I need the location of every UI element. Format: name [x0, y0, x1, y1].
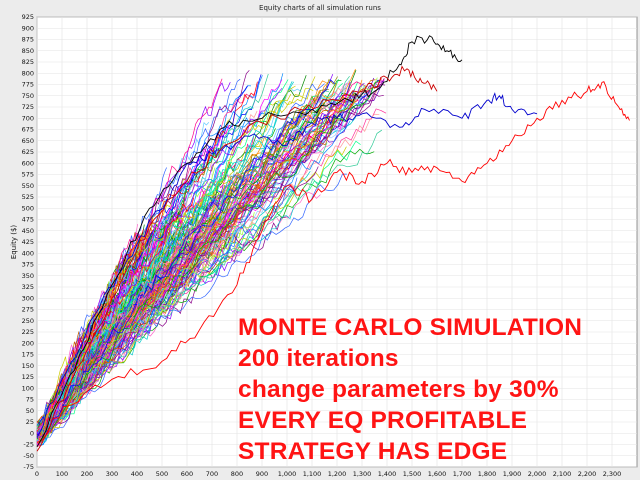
highlight-run-line	[36, 92, 538, 439]
y-tick-label: 900	[22, 24, 34, 32]
y-tick-label: 425	[22, 238, 34, 246]
highlight-run-line	[36, 35, 463, 448]
simulation-run-line	[36, 185, 224, 438]
y-tick-label: -75	[23, 463, 34, 471]
x-tick-label: 2,200	[578, 470, 597, 478]
y-tick-label: 650	[22, 137, 34, 145]
y-tick-label: 200	[22, 339, 34, 347]
x-tick-label: 800	[231, 470, 243, 478]
tick-labels: -75 -50 -25 0 25 50 75 100 125 150 175 200 225 250 275…	[22, 13, 622, 478]
x-tick-label: 500	[156, 470, 168, 478]
x-tick-label: 1,000	[278, 470, 297, 478]
x-tick-label: 1,200	[328, 470, 347, 478]
y-axis-label: Equity ($)	[10, 225, 18, 260]
y-tick-label: 25	[26, 418, 34, 426]
y-tick-label: 825	[22, 58, 34, 66]
y-tick-label: -50	[23, 452, 34, 460]
x-tick-label: 400	[131, 470, 143, 478]
y-tick-label: 575	[22, 171, 34, 179]
x-tick-label: 1,600	[428, 470, 447, 478]
y-tick-label: 550	[22, 182, 34, 190]
annotation-line-3: change parameters by 30%	[238, 376, 559, 403]
x-tick-label: 900	[256, 470, 268, 478]
annotation-line-1: MONTE CARLO SIMULATION	[238, 314, 583, 341]
y-tick-label: 250	[22, 317, 34, 325]
simulation-run-line	[36, 222, 256, 436]
annotation-block: MONTE CARLO SIMULATION 200 iterations ch…	[238, 312, 582, 467]
y-tick-label: 600	[22, 159, 34, 167]
simulation-run-line	[36, 100, 321, 441]
simulation-run-line	[36, 83, 325, 435]
x-tick-label: 700	[206, 470, 218, 478]
highlight-runs	[36, 35, 630, 452]
simulation-run-line	[36, 129, 383, 436]
simulation-run-line	[36, 79, 336, 436]
x-tick-label: 1,700	[453, 470, 472, 478]
x-tick-label: 1,900	[503, 470, 522, 478]
y-tick-label: 375	[22, 261, 34, 269]
x-tick-label: 600	[181, 470, 193, 478]
y-tick-label: 775	[22, 81, 34, 89]
y-tick-label: 750	[22, 92, 34, 100]
x-tick-label: 1,100	[303, 470, 322, 478]
simulation-run-line	[36, 82, 365, 435]
highlight-run-line	[36, 81, 630, 443]
y-tick-label: 500	[22, 204, 34, 212]
y-tick-label: 875	[22, 36, 34, 44]
x-tick-label: 2,000	[528, 470, 547, 478]
annotation-line-2: 200 iterations	[238, 345, 399, 372]
y-tick-label: 300	[22, 294, 34, 302]
simulation-run-line	[36, 79, 363, 445]
y-tick-label: 0	[30, 429, 34, 437]
simulation-run-line	[36, 82, 231, 445]
simulation-run-line	[36, 80, 380, 442]
y-tick-label: 925	[22, 13, 34, 21]
y-tick-label: 450	[22, 227, 34, 235]
annotation-line-4: EVERY EQ PROFITABLE	[238, 407, 528, 434]
y-tick-label: 475	[22, 216, 34, 224]
x-tick-label: 1,800	[478, 470, 497, 478]
y-tick-label: 125	[22, 373, 34, 381]
y-tick-label: 700	[22, 114, 34, 122]
simulation-run-line	[36, 147, 220, 440]
simulation-run-line	[36, 81, 294, 441]
simulation-run-line	[36, 173, 347, 445]
y-tick-label: 175	[22, 351, 34, 359]
y-tick-label: 400	[22, 249, 34, 257]
y-tick-label: 150	[22, 362, 34, 370]
chart-title: Equity charts of all simulation runs	[259, 4, 381, 12]
x-tick-label: 1,400	[378, 470, 397, 478]
simulation-run-line	[36, 78, 223, 433]
y-tick-label: 50	[26, 407, 34, 415]
simulation-run-line	[36, 92, 384, 432]
x-tick-label: 200	[81, 470, 93, 478]
annotation-line-5: STRATEGY HAS EDGE	[238, 438, 508, 465]
x-tick-label: 2,300	[603, 470, 622, 478]
y-tick-label: 800	[22, 69, 34, 77]
x-tick-label: 2,100	[553, 470, 572, 478]
y-tick-label: -25	[23, 441, 34, 449]
simulation-run-line	[36, 219, 199, 439]
y-tick-label: 725	[22, 103, 34, 111]
highlight-run-line	[36, 65, 438, 452]
y-tick-label: 75	[26, 396, 34, 404]
y-tick-label: 525	[22, 193, 34, 201]
y-tick-label: 325	[22, 283, 34, 291]
x-tick-label: 1,500	[403, 470, 422, 478]
simulation-run-line	[36, 85, 296, 438]
x-tick-label: 100	[56, 470, 68, 478]
y-tick-label: 225	[22, 328, 34, 336]
x-tick-label: 0	[35, 470, 39, 478]
y-tick-label: 100	[22, 384, 34, 392]
x-tick-label: 1,300	[353, 470, 372, 478]
x-tick-label: 300	[106, 470, 118, 478]
y-tick-label: 625	[22, 148, 34, 156]
y-tick-label: 275	[22, 306, 34, 314]
y-tick-label: 350	[22, 272, 34, 280]
y-tick-label: 850	[22, 47, 34, 55]
y-tick-label: 675	[22, 126, 34, 134]
